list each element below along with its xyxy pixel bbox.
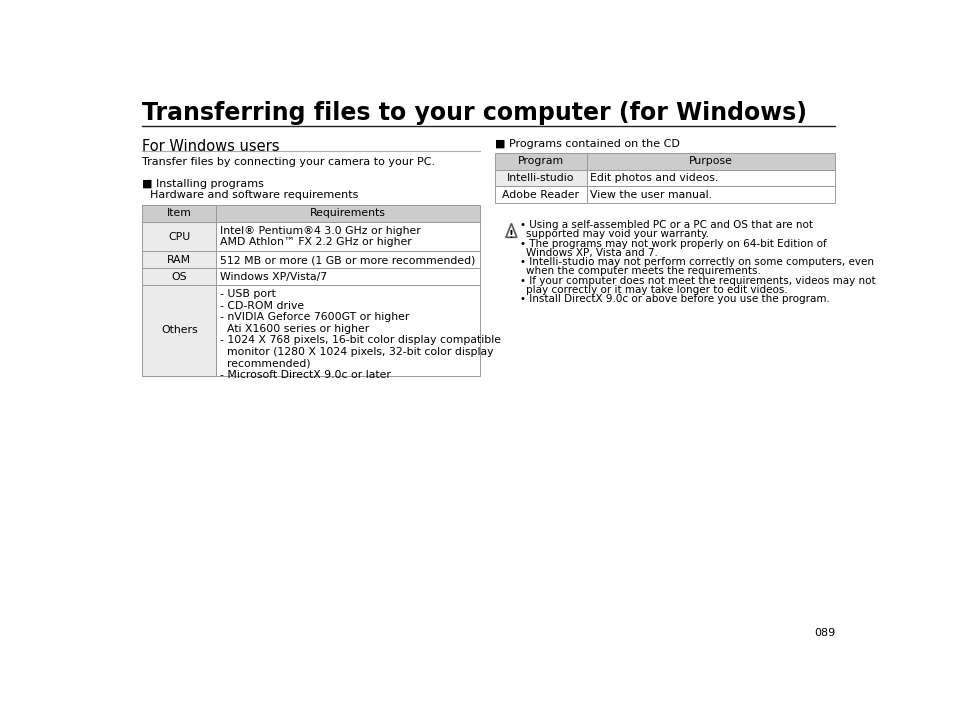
Text: 089: 089 [813,629,835,639]
Text: Adobe Reader: Adobe Reader [502,190,578,200]
Text: Windows XP, Vista and 7.: Windows XP, Vista and 7. [525,248,658,258]
Text: Transferring files to your computer (for Windows): Transferring files to your computer (for… [142,102,806,125]
Bar [216,268,479,285]
Text: Program: Program [517,156,563,166]
Text: Windows XP/Vista/7: Windows XP/Vista/7 [220,272,327,282]
Text: play correctly or it may take longer to edit videos.: play correctly or it may take longer to … [525,284,787,294]
Text: Others: Others [161,325,197,336]
Text: For Windows users: For Windows users [142,139,280,154]
Bar [495,153,586,169]
Text: • If your computer does not meet the requirements, videos may not: • If your computer does not meet the req… [519,276,875,286]
Text: Transfer files by connecting your camera to your PC.: Transfer files by connecting your camera… [142,157,436,167]
Bar [142,222,216,251]
Bar [495,186,586,204]
Polygon shape [505,223,517,238]
Text: - USB port
- CD-ROM drive
- nVIDIA Geforce 7600GT or higher
  Ati X1600 series o: - USB port - CD-ROM drive - nVIDIA Gefor… [220,289,500,380]
Bar [142,251,216,268]
Bar [216,222,479,251]
Bar [586,153,835,169]
Bar [142,285,216,376]
Text: View the user manual.: View the user manual. [590,190,712,200]
Text: • The programs may not work properly on 64-bit Edition of: • The programs may not work properly on … [519,239,826,249]
Text: ■ Programs contained on the CD: ■ Programs contained on the CD [495,139,679,149]
Text: Intelli-studio: Intelli-studio [507,173,574,183]
Bar [216,251,479,268]
Text: • Intelli-studio may not perform correctly on some computers, even: • Intelli-studio may not perform correct… [519,257,873,267]
Text: Requirements: Requirements [310,209,385,218]
Text: • Using a self-assembled PC or a PC and OS that are not: • Using a self-assembled PC or a PC and … [519,220,812,230]
Text: OS: OS [172,271,187,282]
Text: supported may void your warranty.: supported may void your warranty. [525,229,708,239]
Text: Purpose: Purpose [688,156,732,166]
Text: • Install DirectX 9.0c or above before you use the program.: • Install DirectX 9.0c or above before y… [519,294,829,305]
Text: Item: Item [167,209,192,218]
Text: when the computer meets the requirements.: when the computer meets the requirements… [525,266,760,276]
Bar [495,169,586,186]
Text: ■ Installing programs: ■ Installing programs [142,179,264,189]
Text: !: ! [509,230,514,240]
Text: Edit photos and videos.: Edit photos and videos. [590,174,718,184]
Text: RAM: RAM [167,255,192,265]
Bar [586,169,835,186]
Bar [142,268,216,285]
Bar [586,186,835,204]
Bar [216,205,479,222]
Text: Hardware and software requirements: Hardware and software requirements [150,189,358,199]
Text: 512 MB or more (1 GB or more recommended): 512 MB or more (1 GB or more recommended… [220,255,475,265]
Text: CPU: CPU [168,232,191,241]
Text: Intel® Pentium®4 3.0 GHz or higher
AMD Athlon™ FX 2.2 GHz or higher: Intel® Pentium®4 3.0 GHz or higher AMD A… [220,226,420,248]
Bar [142,205,216,222]
Bar [216,285,479,376]
